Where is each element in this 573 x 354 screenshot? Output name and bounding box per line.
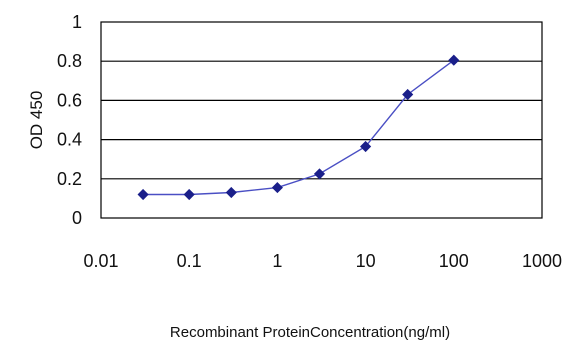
gridlines [101,60,542,180]
x-tick-label-1: 0.1 [177,251,202,271]
data-point-6 [402,88,414,101]
data-point-5 [360,140,372,153]
data-point-2 [225,186,237,199]
x-axis-title: Recombinant ProteinConcentration(ng/ml) [170,324,450,341]
y-tick-label-4: 0.8 [57,51,82,71]
x-tick-label-5: 1000 [522,251,562,271]
series-line-0 [143,59,455,196]
data-point-4 [313,168,326,180]
data-point-3 [271,182,283,194]
x-tick-label-2: 1 [272,251,282,271]
y-tick-label-3: 0.6 [57,90,82,110]
data-point-1 [183,188,195,201]
y-axis-title: OD 450 [27,91,46,150]
x-tick-label-4: 100 [439,251,469,271]
series-line-group [143,59,455,196]
data-points [137,54,460,201]
y-tick-label-2: 0.4 [57,130,82,150]
y-tick-label-1: 0.2 [57,169,82,189]
y-tick-labels: 0 0.2 0.4 0.6 0.8 1 [57,12,82,228]
data-point-0 [137,188,149,201]
x-tick-labels: 0.01 0.1 1 10 100 1000 [83,251,562,271]
x-tick-label-3: 10 [356,251,376,271]
y-tick-label-5: 1 [72,12,82,32]
plot-area [100,21,543,219]
data-point-7 [448,54,460,66]
y-tick-label-0: 0 [72,208,82,228]
x-tick-label-0: 0.01 [83,251,118,271]
